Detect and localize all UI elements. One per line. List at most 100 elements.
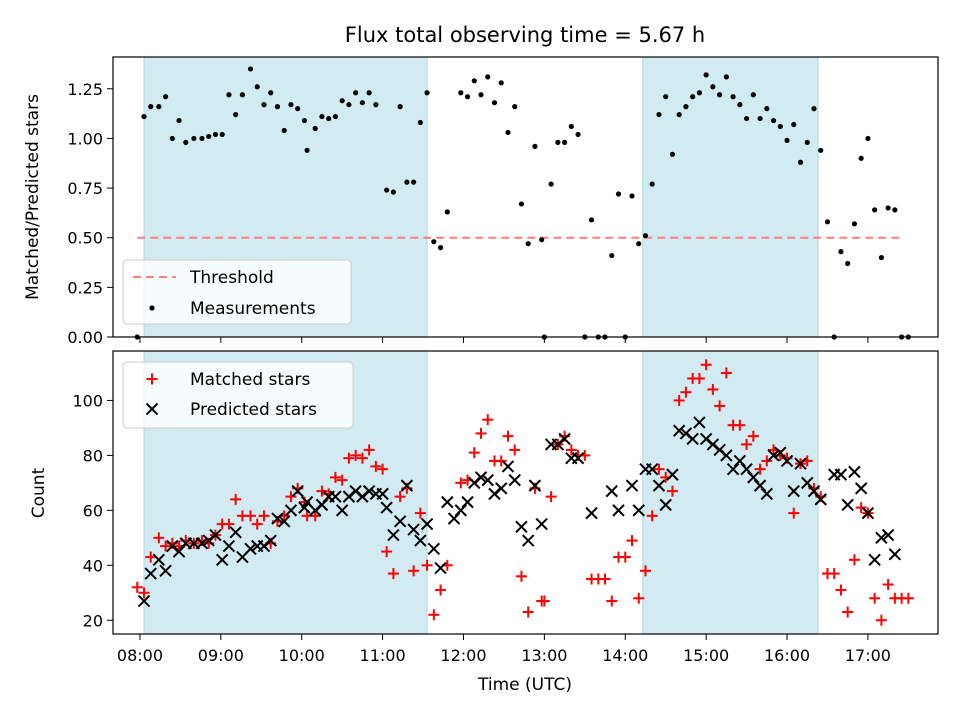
- matched-star-point: [882, 579, 894, 591]
- measurement-point: [226, 92, 232, 98]
- measurement-point: [703, 72, 709, 78]
- predicted-star-point: [264, 534, 277, 547]
- predicted-star-point: [720, 449, 733, 462]
- matched-star-point: [741, 438, 753, 450]
- measurement-point: [141, 113, 147, 120]
- measurement-point: [366, 90, 372, 96]
- measurement-point: [615, 191, 622, 197]
- measurement-point: [696, 90, 702, 96]
- predicted-star-point: [801, 476, 814, 490]
- predicted-star-point: [521, 534, 535, 547]
- predicted-star-point: [814, 493, 827, 506]
- measurement-point: [737, 102, 743, 108]
- predicted-star-point: [284, 504, 298, 517]
- predicted-star-point: [495, 482, 508, 495]
- matched-star-point: [875, 614, 887, 626]
- measurement-point: [663, 94, 669, 100]
- measurement-point: [444, 209, 450, 215]
- top-y-tick-label: 0.75: [67, 179, 103, 198]
- predicted-star-point: [144, 567, 157, 580]
- legend-predicted-swatch: [145, 402, 159, 416]
- chart-title: Flux total observing time = 5.67 h: [345, 23, 705, 47]
- predicted-star-point: [881, 528, 895, 542]
- measurement-point: [518, 201, 525, 207]
- measurement-point: [471, 78, 477, 84]
- matched-star-point: [646, 510, 658, 522]
- matched-star-point: [145, 551, 157, 563]
- measurement-point: [872, 207, 878, 213]
- predicted-star-point: [515, 520, 528, 534]
- predicted-star-point: [400, 479, 414, 492]
- matched-star-point: [356, 452, 368, 464]
- measurement-point: [561, 139, 568, 145]
- predicted-star-point: [420, 517, 434, 531]
- predicted-star-point: [535, 517, 548, 531]
- bottom-legend: Matched stars Predicted stars: [122, 361, 354, 429]
- predicted-star-point: [528, 479, 542, 492]
- bottom-y-tick-label: 20: [83, 611, 103, 630]
- x-tick-label: 10:00: [279, 646, 325, 665]
- x-tick-label: 13:00: [521, 646, 567, 665]
- measurement-point: [791, 121, 797, 128]
- matched-star-point: [153, 532, 165, 544]
- predicted-star-point: [666, 468, 679, 481]
- measurement-point: [845, 260, 851, 267]
- measurement-point: [824, 219, 831, 225]
- measurement-point: [568, 123, 574, 130]
- measurement-point: [491, 100, 498, 106]
- matched-star-point: [495, 455, 507, 467]
- matched-star-point: [707, 383, 719, 395]
- measurement-point: [183, 139, 189, 145]
- measurement-point: [437, 245, 444, 251]
- predicted-star-point: [787, 484, 800, 498]
- measurement-point: [169, 135, 175, 142]
- predicted-star-point: [585, 506, 598, 520]
- measurement-point: [424, 90, 430, 96]
- predicted-star-point: [244, 542, 257, 556]
- predicted-star-point: [605, 484, 618, 498]
- matched-star-point: [619, 551, 631, 563]
- predicted-star-point: [315, 498, 329, 512]
- predicted-star-point: [414, 534, 427, 547]
- matched-star-point: [599, 573, 611, 585]
- legend-matched-swatch: [146, 373, 158, 385]
- matched-star-point: [626, 535, 638, 547]
- measurement-point: [239, 92, 246, 98]
- bottom-axes-frame: [112, 350, 939, 635]
- predicted-star-point: [454, 504, 468, 517]
- top-legend: Threshold Measurements: [122, 259, 352, 325]
- predicted-star-point: [612, 504, 625, 517]
- measurement-point: [212, 131, 219, 138]
- matched-star-point: [835, 584, 847, 596]
- measurement-point: [261, 102, 267, 108]
- measurement-point: [770, 117, 777, 124]
- matched-star-point: [693, 372, 705, 384]
- predicted-star-point: [672, 424, 686, 437]
- measurement-point: [458, 90, 464, 96]
- legend-matched-label: Matched stars: [190, 370, 310, 390]
- matched-star-point: [788, 507, 800, 519]
- predicted-star-point: [774, 446, 787, 459]
- predicted-star-point: [222, 539, 236, 553]
- matched-star-point: [329, 471, 341, 483]
- predicted-star-point: [159, 564, 172, 578]
- top-legend-box: [122, 259, 352, 325]
- measurement-point: [191, 135, 197, 142]
- measurement-point: [295, 106, 301, 112]
- matched-star-point: [377, 463, 389, 475]
- measurement-point: [757, 115, 763, 122]
- predicted-star-point: [733, 454, 747, 468]
- matched-star-point: [343, 452, 355, 464]
- measurement-point: [346, 102, 352, 108]
- predicted-star-point: [407, 523, 420, 536]
- matched-star-point: [673, 394, 685, 406]
- measurement-point: [750, 92, 756, 98]
- top-axes-frame: [112, 56, 939, 338]
- matched-star-point: [828, 568, 840, 580]
- top-y-tick-label: 1.25: [67, 80, 103, 99]
- x-tick-label: 17:00: [845, 646, 891, 665]
- matched-star-point: [565, 444, 577, 456]
- predicted-star-point: [229, 526, 242, 539]
- predicted-star-point: [747, 471, 760, 484]
- count-panel: 20 40 60 80 100 08:00 09:00 10:00 11:00 12:00 13:0…: [29, 350, 939, 695]
